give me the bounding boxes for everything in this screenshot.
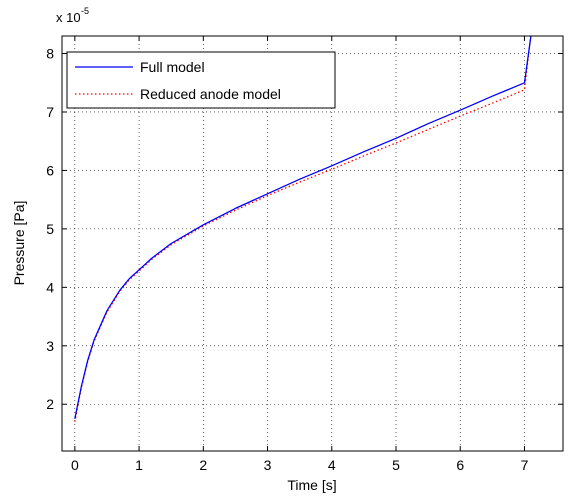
series-layer [74, 36, 532, 422]
x-tick-label: 0 [71, 457, 79, 473]
x-tick-label: 7 [521, 457, 529, 473]
legend-label-reduced-anode-model: Reduced anode model [140, 86, 281, 102]
x-axis-label: Time [s] [287, 477, 336, 493]
x-tick-label: 5 [392, 457, 400, 473]
y-tick-label: 8 [46, 46, 54, 62]
x-tick-label: 4 [328, 457, 336, 473]
x-tick-label: 6 [456, 457, 464, 473]
y-exponent-power: -5 [81, 6, 89, 16]
y-axis-label: Pressure [Pa] [11, 201, 27, 286]
x-tick-label: 1 [135, 457, 143, 473]
y-tick-label: 4 [46, 279, 54, 295]
y-tick-label: 3 [46, 338, 54, 354]
legend-box [66, 51, 336, 109]
y-exponent-base: x 10 [56, 10, 81, 25]
x-tick-label: 2 [199, 457, 207, 473]
y-tick-label: 6 [46, 162, 54, 178]
x-tick-label: 3 [264, 457, 272, 473]
plot-frame [61, 35, 564, 452]
series-line-full-model [74, 36, 532, 420]
legend: Full model Reduced anode model [66, 51, 336, 109]
y-tick-label: 5 [46, 221, 54, 237]
axis-ticks: 0 1 2 3 4 5 6 7 2 3 4 5 6 7 8 [46, 36, 563, 473]
y-tick-label: 2 [46, 396, 54, 412]
legend-label-full-model: Full model [140, 59, 205, 75]
y-tick-label: 7 [46, 104, 54, 120]
